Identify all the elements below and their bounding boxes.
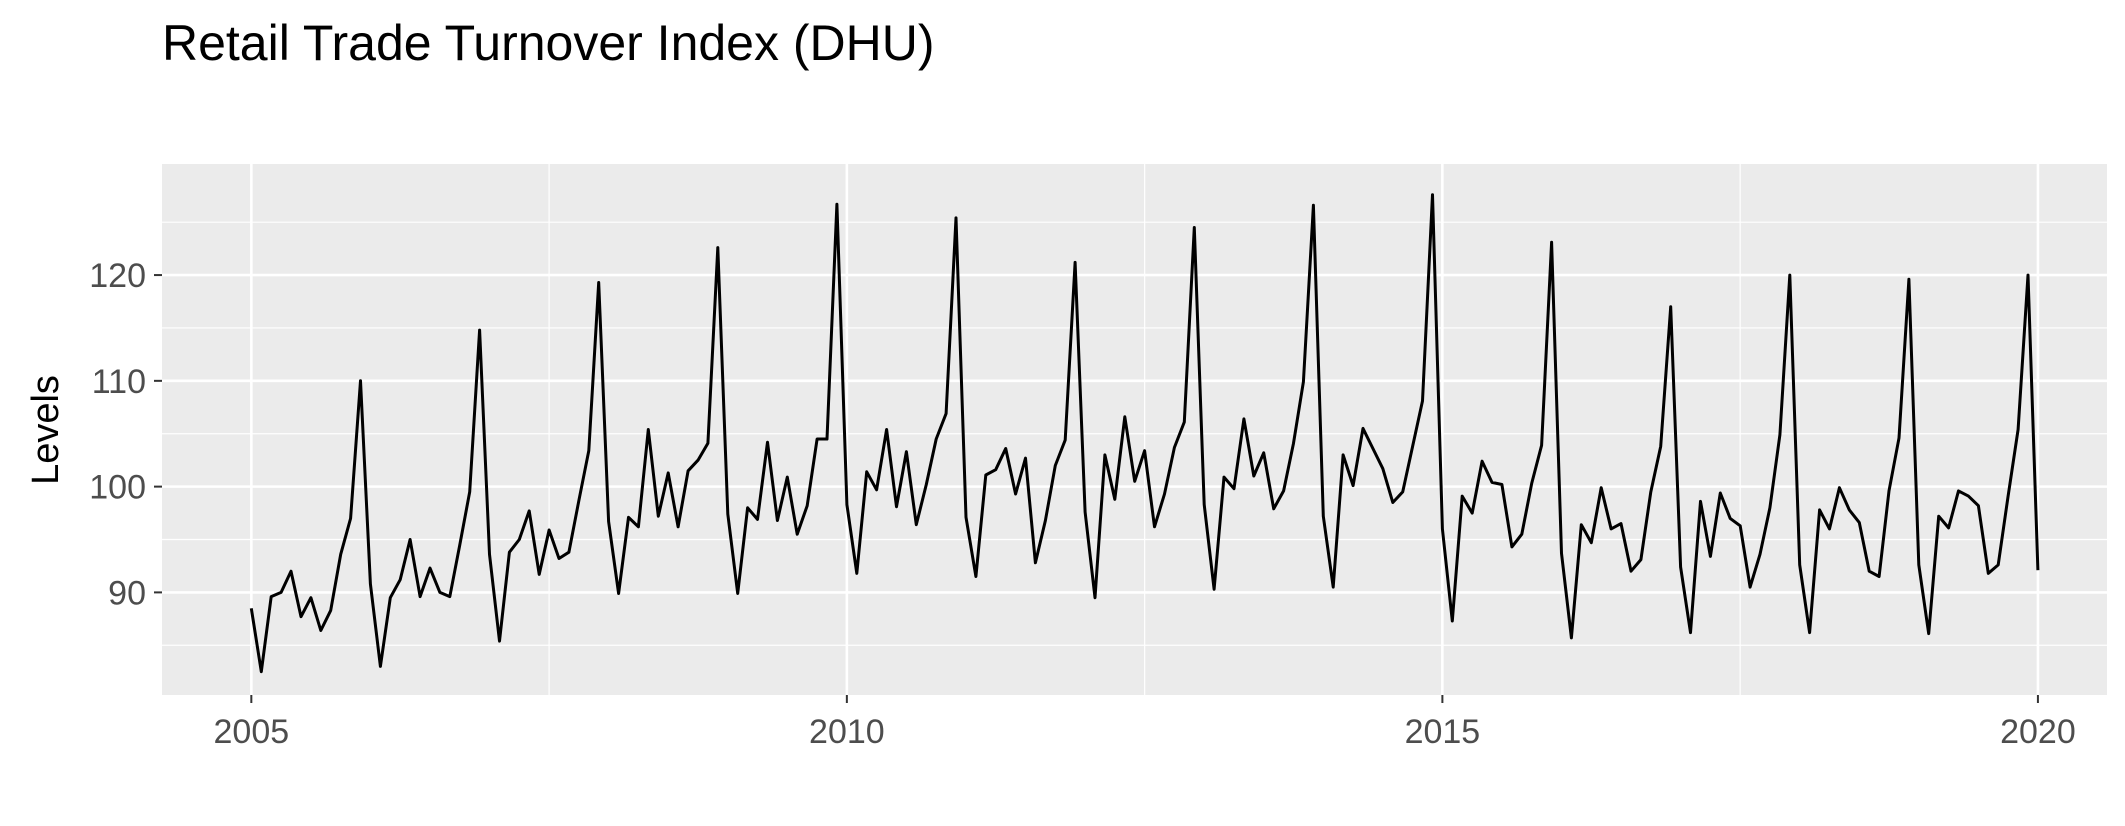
y-tick-label: 110: [92, 363, 146, 401]
y-tick-label: 120: [89, 257, 146, 295]
x-tick-label: 2015: [1405, 713, 1481, 751]
chart-title: Retail Trade Turnover Index (DHU): [162, 15, 935, 71]
x-axis: 2005 2010 2015 2020: [214, 695, 2076, 751]
y-tick-label: 100: [89, 469, 146, 507]
x-tick-label: 2005: [214, 713, 290, 751]
x-tick-label: 2020: [2000, 713, 2076, 751]
y-tick-label: 90: [108, 574, 146, 612]
grid-minor: [162, 164, 2107, 695]
series-line: [249, 193, 2040, 674]
plot-panel: [162, 164, 2107, 695]
y-axis-title: Levels: [25, 375, 67, 485]
x-tick-label: 2010: [809, 713, 885, 751]
y-axis: 90 100 110 120: [89, 257, 162, 612]
